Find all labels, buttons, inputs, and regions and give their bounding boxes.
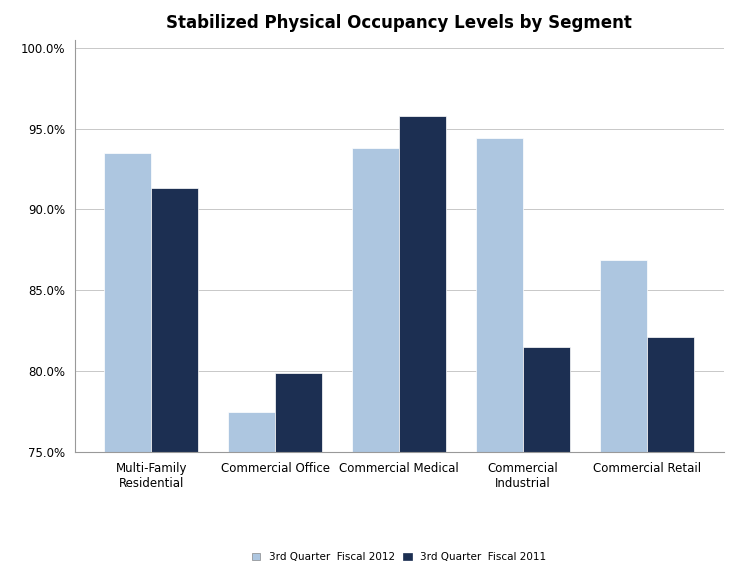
Bar xyxy=(476,138,523,452)
Bar xyxy=(275,373,322,452)
Bar xyxy=(151,188,198,452)
Bar xyxy=(600,259,647,452)
Bar xyxy=(352,148,399,452)
Bar xyxy=(647,337,694,452)
Legend: 3rd Quarter  Fiscal 2012, 3rd Quarter  Fiscal 2011: 3rd Quarter Fiscal 2012, 3rd Quarter Fis… xyxy=(248,548,551,565)
Title: Stabilized Physical Occupancy Levels by Segment: Stabilized Physical Occupancy Levels by … xyxy=(166,15,632,32)
Bar xyxy=(228,411,275,452)
Bar xyxy=(104,153,151,452)
Bar xyxy=(399,116,446,452)
Bar xyxy=(523,347,570,452)
